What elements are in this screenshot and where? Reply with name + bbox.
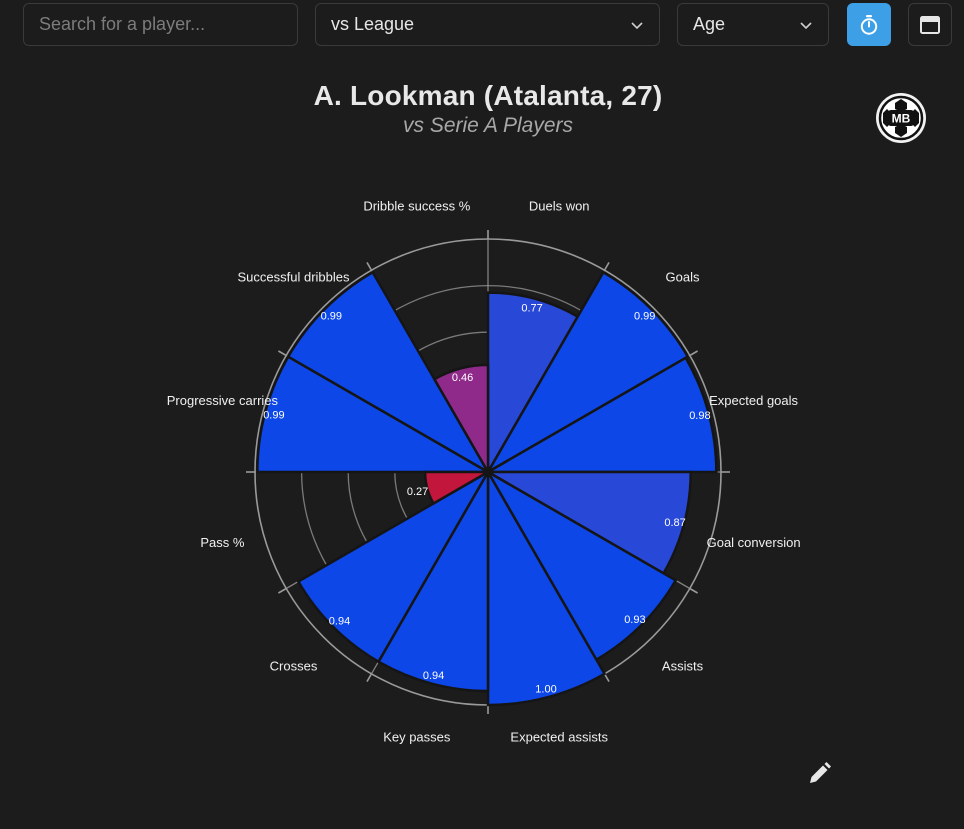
calendar-button[interactable] (908, 3, 952, 46)
bar-8 (423, 470, 493, 506)
value-label: 0.98 (689, 410, 710, 422)
category-label: Pass % (200, 535, 245, 550)
player-search-input[interactable] (23, 3, 298, 46)
calendar-icon (920, 15, 940, 34)
value-label: 0.94 (423, 670, 444, 682)
comparison-select[interactable]: vs League (315, 3, 660, 46)
value-label: 1.00 (535, 683, 556, 695)
bar-4 (484, 468, 678, 662)
bar-11 (432, 363, 490, 477)
axis-tick (366, 262, 373, 271)
category-label: Key passes (383, 730, 451, 745)
axis-tick (278, 350, 287, 357)
category-label: Successful dribbles (238, 270, 350, 285)
axis-tick (603, 262, 610, 271)
bar-7 (296, 468, 492, 664)
category-label: Goal conversion (707, 535, 801, 550)
age-filter-select[interactable]: Age (677, 3, 829, 46)
value-label: 0.46 (452, 372, 473, 384)
chevron-down-icon (800, 21, 812, 29)
value-label: 0.27 (407, 486, 428, 498)
value-label: 0.99 (321, 310, 342, 322)
value-label: 0.77 (521, 302, 542, 314)
axis-tick (689, 587, 698, 594)
pencil-icon[interactable] (806, 761, 832, 787)
axis-tick (689, 350, 698, 357)
bar-5 (486, 467, 607, 707)
bar-10 (286, 270, 492, 476)
chevron-down-icon (631, 21, 643, 29)
category-label: Assists (662, 659, 704, 674)
category-label: Progressive carries (167, 393, 279, 408)
bar-0 (486, 291, 580, 477)
timer-icon (860, 14, 878, 35)
axis-tick (603, 673, 610, 682)
value-label: 0.87 (664, 517, 685, 529)
axis-tick (278, 587, 287, 594)
value-label: 0.94 (329, 616, 350, 628)
value-label: 0.99 (634, 310, 655, 322)
category-label: Duels won (529, 198, 590, 213)
category-label: Expected assists (510, 730, 608, 745)
category-label: Crosses (270, 659, 318, 674)
age-filter-value: Age (693, 14, 726, 34)
comparison-select-value: vs League (331, 14, 415, 34)
bar-2 (483, 356, 718, 474)
category-label: Dribble success % (363, 198, 470, 213)
value-label: 0.93 (624, 614, 645, 626)
value-label: 0.99 (263, 410, 284, 422)
chart-title: A. Lookman (Atalanta, 27) (313, 80, 663, 111)
timer-button[interactable] (847, 3, 891, 46)
category-label: Goals (666, 270, 700, 285)
bar-6 (376, 467, 490, 693)
axis-tick (366, 673, 373, 682)
top-bar: vs League Age (0, 0, 964, 52)
bar-9 (256, 354, 493, 474)
category-label: Expected goals (709, 393, 798, 408)
bar-1 (484, 270, 690, 476)
chart-subtitle: vs Serie A Players (403, 114, 573, 137)
bar-3 (483, 470, 692, 576)
mb-logo-icon: MB (876, 93, 926, 143)
logo-text: MB (892, 112, 911, 126)
